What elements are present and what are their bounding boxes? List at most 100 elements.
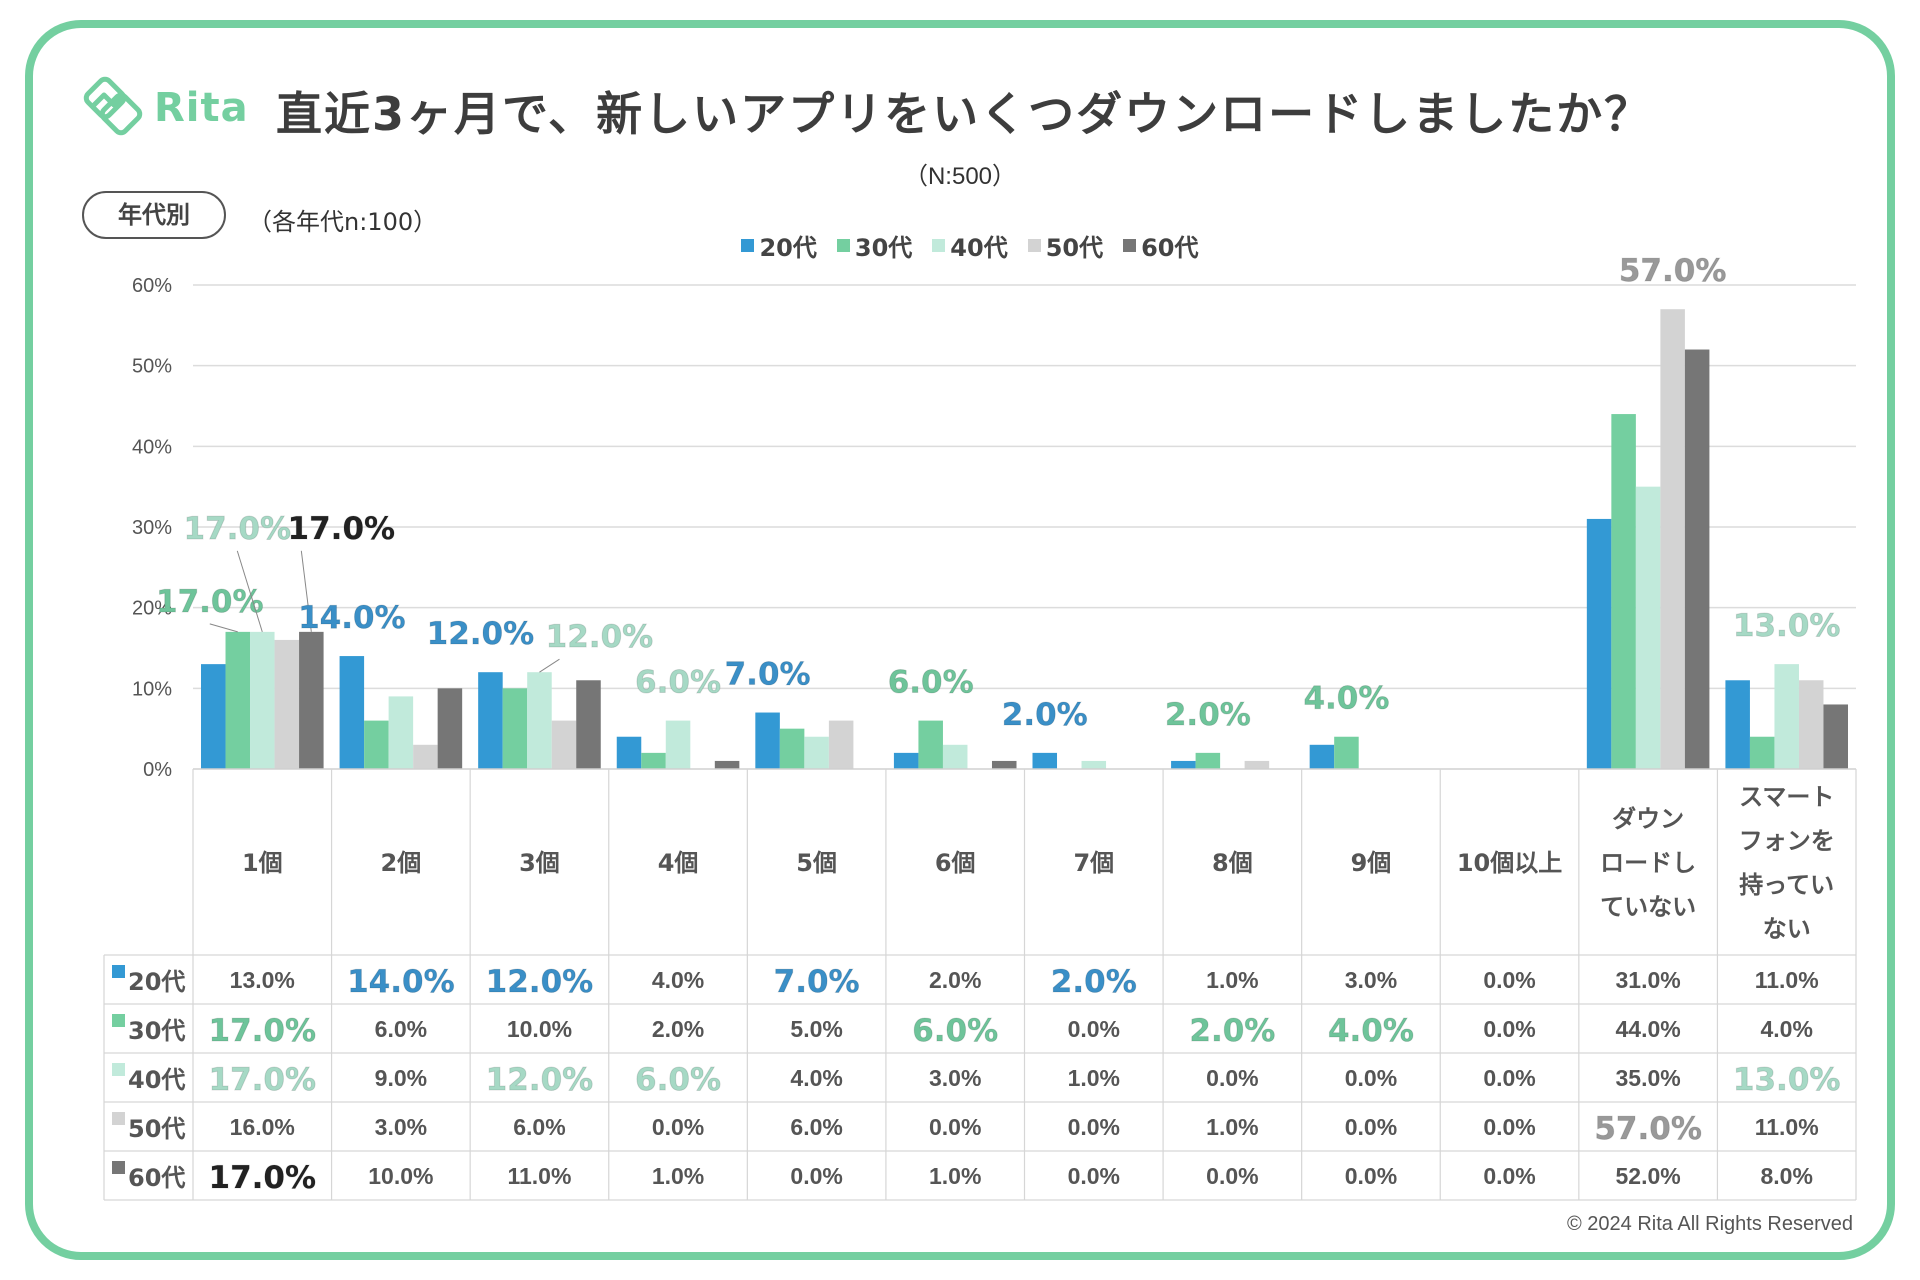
table-cell: 1.0% [652, 1163, 704, 1189]
table-cell: 11.0% [1755, 1114, 1819, 1140]
data-label: 2.0% [1002, 697, 1088, 733]
bar-40代-3 [665, 720, 691, 769]
table-cell: 0.0% [1483, 1065, 1535, 1091]
y-tick-label: 30% [132, 517, 172, 539]
bar-30代-10 [1611, 414, 1636, 769]
bar-30代-4 [779, 728, 805, 769]
segment-badge: 年代別 [82, 191, 226, 239]
bar-40代-11 [1774, 664, 1799, 769]
table-cell: 6.0% [375, 1016, 427, 1042]
bar-30代-3 [641, 752, 666, 769]
category-label: 9個 [1351, 849, 1392, 877]
bar-40代-6 [1081, 760, 1107, 769]
data-label: 17.0% [156, 584, 264, 620]
table-cell: 11.0% [1755, 967, 1819, 993]
leader-line [209, 623, 238, 633]
leader-line [300, 550, 312, 632]
table-cell: 12.0% [486, 1062, 594, 1098]
bar-50代-1 [413, 744, 438, 769]
segment-note: （各年代n:100） [248, 208, 438, 236]
chart-legend: 20代 30代 40代 50代 60代 [0, 228, 1920, 263]
data-label: 12.0% [427, 616, 535, 652]
table-cell: 3.0% [375, 1114, 427, 1140]
data-label: 14.0% [298, 600, 406, 636]
table-cell: 0.0% [1068, 1114, 1120, 1140]
legend-swatch [1027, 239, 1041, 252]
table-cell: 1.0% [929, 1163, 981, 1189]
category-label: 持ってい [1739, 871, 1834, 899]
bar-20代-8 [1309, 744, 1335, 769]
row-swatch [112, 1161, 125, 1174]
category-label: ていない [1600, 893, 1696, 921]
row-swatch [112, 1063, 125, 1076]
bar-20代-1 [339, 656, 365, 769]
table-cell: 2.0% [929, 967, 981, 993]
category-label: 1個 [242, 849, 283, 877]
table-cell: 14.0% [347, 964, 455, 1000]
bar-60代-1 [437, 688, 463, 769]
bar-40代-5 [942, 744, 968, 769]
table-cell: 6.0% [912, 1013, 998, 1049]
table-cell: 52.0% [1616, 1163, 1681, 1189]
legend-label: 40代 [950, 234, 1008, 262]
y-tick-label: 10% [132, 678, 172, 700]
bar-60代-2 [576, 680, 601, 769]
table-cell: 31.0% [1616, 967, 1681, 993]
category-label: 5個 [796, 849, 837, 877]
bar-20代-3 [616, 736, 642, 769]
bar-40代-10 [1635, 486, 1661, 769]
data-label: 17.0% [288, 511, 396, 547]
row-label: 30代 [128, 1017, 185, 1045]
legend-swatch [836, 239, 850, 252]
row-label: 50代 [128, 1115, 185, 1143]
bar-50代-11 [1798, 680, 1824, 769]
data-label: 17.0% [184, 511, 292, 547]
table-cell: 35.0% [1616, 1065, 1681, 1091]
row-swatch [112, 965, 125, 978]
bar-50代-0 [274, 639, 300, 769]
brand-logo: Rita [80, 76, 249, 140]
legend-item-50s: 50代 [1027, 228, 1103, 263]
table-cell: 1.0% [1206, 1114, 1258, 1140]
category-label: 6個 [935, 849, 976, 877]
leader-line [236, 550, 263, 633]
table-cell: 3.0% [1345, 967, 1397, 993]
y-tick-label: 40% [132, 436, 172, 458]
bar-60代-0 [299, 631, 324, 769]
bar-20代-11 [1725, 680, 1750, 769]
bar-50代-4 [828, 720, 854, 769]
bar-40代-1 [388, 696, 414, 769]
data-label: 2.0% [1165, 697, 1251, 733]
legend-label: 60代 [1141, 234, 1199, 262]
table-cell: 10.0% [368, 1163, 433, 1189]
y-tick-label: 50% [132, 356, 172, 378]
table-cell: 6.0% [513, 1114, 565, 1140]
bar-30代-0 [225, 631, 251, 769]
table-cell: 4.0% [1760, 1016, 1812, 1042]
bar-40代-0 [250, 631, 275, 769]
legend-item-30s: 30代 [836, 228, 912, 263]
data-label: 6.0% [888, 665, 974, 701]
table-cell: 57.0% [1594, 1111, 1702, 1147]
data-label: 12.0% [546, 619, 654, 655]
bar-30代-7 [1195, 752, 1221, 769]
category-label: 8個 [1212, 849, 1253, 877]
bar-40代-4 [804, 736, 829, 769]
legend-label: 20代 [759, 234, 817, 262]
data-label: 4.0% [1303, 681, 1389, 717]
table-cell: 17.0% [209, 1062, 317, 1098]
category-label: 10個以上 [1457, 849, 1562, 877]
bar-20代-0 [201, 664, 226, 769]
table-cell: 16.0% [230, 1114, 295, 1140]
table-cell: 13.0% [1733, 1062, 1841, 1098]
table-cell: 9.0% [375, 1065, 427, 1091]
table-cell: 6.0% [790, 1114, 842, 1140]
data-label: 57.0% [1619, 253, 1727, 289]
table-cell: 12.0% [486, 964, 594, 1000]
category-label: 7個 [1073, 849, 1114, 877]
table-cell: 7.0% [774, 964, 860, 1000]
bar-20代-2 [478, 672, 503, 769]
table-cell: 17.0% [209, 1160, 317, 1196]
bar-60代-3 [714, 760, 740, 769]
